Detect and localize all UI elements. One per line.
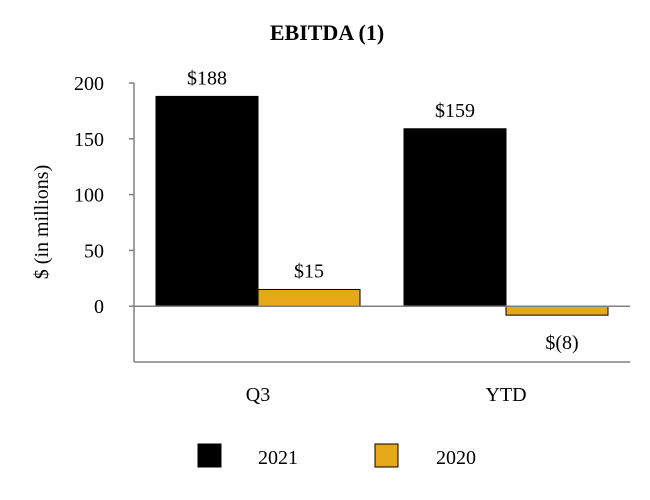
bar-2021-q3 — [155, 95, 259, 307]
y-tick-label: 0 — [94, 296, 104, 318]
legend-swatch-2021 — [197, 443, 222, 468]
x-tick-label-ytd: YTD — [485, 384, 526, 406]
chart-title: EBITDA (1) — [270, 20, 384, 45]
y-tick-label: 100 — [74, 185, 104, 207]
bar-2020-ytd — [505, 305, 609, 316]
y-tick-label: 50 — [84, 240, 104, 262]
plot-area: 200 150 100 50 0 $188 $15 Q3 $159 $(8) YTD — [74, 67, 630, 406]
legend-swatch-2020 — [374, 443, 399, 468]
data-label-2020-ytd: $(8) — [545, 332, 578, 354]
y-tick-label: 150 — [74, 129, 104, 151]
legend-label-2021: 2021 — [258, 447, 298, 469]
data-label-2021-q3: $188 — [187, 67, 227, 89]
y-tick-label: 200 — [74, 73, 104, 95]
bar-2021-ytd — [403, 128, 507, 307]
x-tick-label-q3: Q3 — [246, 384, 270, 406]
data-label-2020-q3: $15 — [294, 260, 324, 282]
bar-2020-q3 — [257, 288, 361, 307]
legend: 2021 2020 — [197, 443, 476, 469]
y-axis-label: $ (in millions) — [31, 165, 53, 279]
data-label-2021-ytd: $159 — [435, 100, 475, 122]
legend-label-2020: 2020 — [436, 447, 476, 469]
